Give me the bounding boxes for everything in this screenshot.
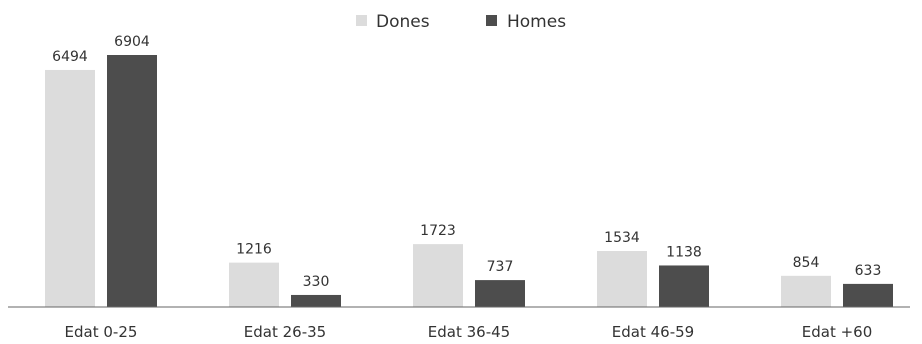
value-label-homes-edat-0-25: 6904 [114, 34, 150, 50]
legend-label-homes: Homes [507, 12, 566, 32]
bar-homes-edat-36-45 [475, 280, 525, 307]
category-label-edat-60: Edat +60 [802, 323, 873, 341]
legend-swatch-dones [356, 15, 367, 26]
category-label-edat-46-59: Edat 46-59 [612, 323, 694, 341]
value-label-dones-edat-46-59: 1534 [604, 230, 640, 246]
bar-homes-edat-60 [843, 283, 893, 307]
legend-label-dones: Dones [376, 12, 430, 32]
bar-dones-edat-60 [781, 275, 831, 307]
bar-homes-edat-0-25 [107, 55, 157, 308]
bar-homes-edat-26-35 [291, 294, 341, 307]
category-label-edat-0-25: Edat 0-25 [65, 323, 138, 341]
bar-homes-edat-46-59 [659, 265, 709, 307]
category-labels-group: Edat 0-25 Edat 26-35 Edat 36-45 Edat 46-59 E… [65, 323, 873, 341]
category-label-edat-36-45: Edat 36-45 [428, 323, 510, 341]
value-label-homes-edat-60: 633 [855, 263, 882, 279]
value-label-homes-edat-36-45: 737 [487, 259, 514, 275]
bars-group [45, 55, 893, 308]
category-label-edat-26-35: Edat 26-35 [244, 323, 326, 341]
bar-dones-edat-26-35 [229, 262, 279, 307]
bar-dones-edat-36-45 [413, 244, 463, 307]
value-label-homes-edat-26-35: 330 [303, 274, 330, 290]
value-label-homes-edat-46-59: 1138 [666, 244, 702, 260]
legend: Dones Homes [356, 12, 566, 32]
value-labels-group: 6494 6904 1216 330 1723 737 1534 1138 854 633 [52, 34, 881, 290]
value-label-dones-edat-0-25: 6494 [52, 49, 88, 65]
value-label-dones-edat-36-45: 1723 [420, 223, 456, 239]
value-label-dones-edat-26-35: 1216 [236, 242, 272, 258]
value-label-dones-edat-60: 854 [793, 255, 820, 271]
bar-dones-edat-46-59 [597, 251, 647, 307]
legend-swatch-homes [486, 15, 497, 26]
bar-dones-edat-0-25 [45, 69, 95, 308]
